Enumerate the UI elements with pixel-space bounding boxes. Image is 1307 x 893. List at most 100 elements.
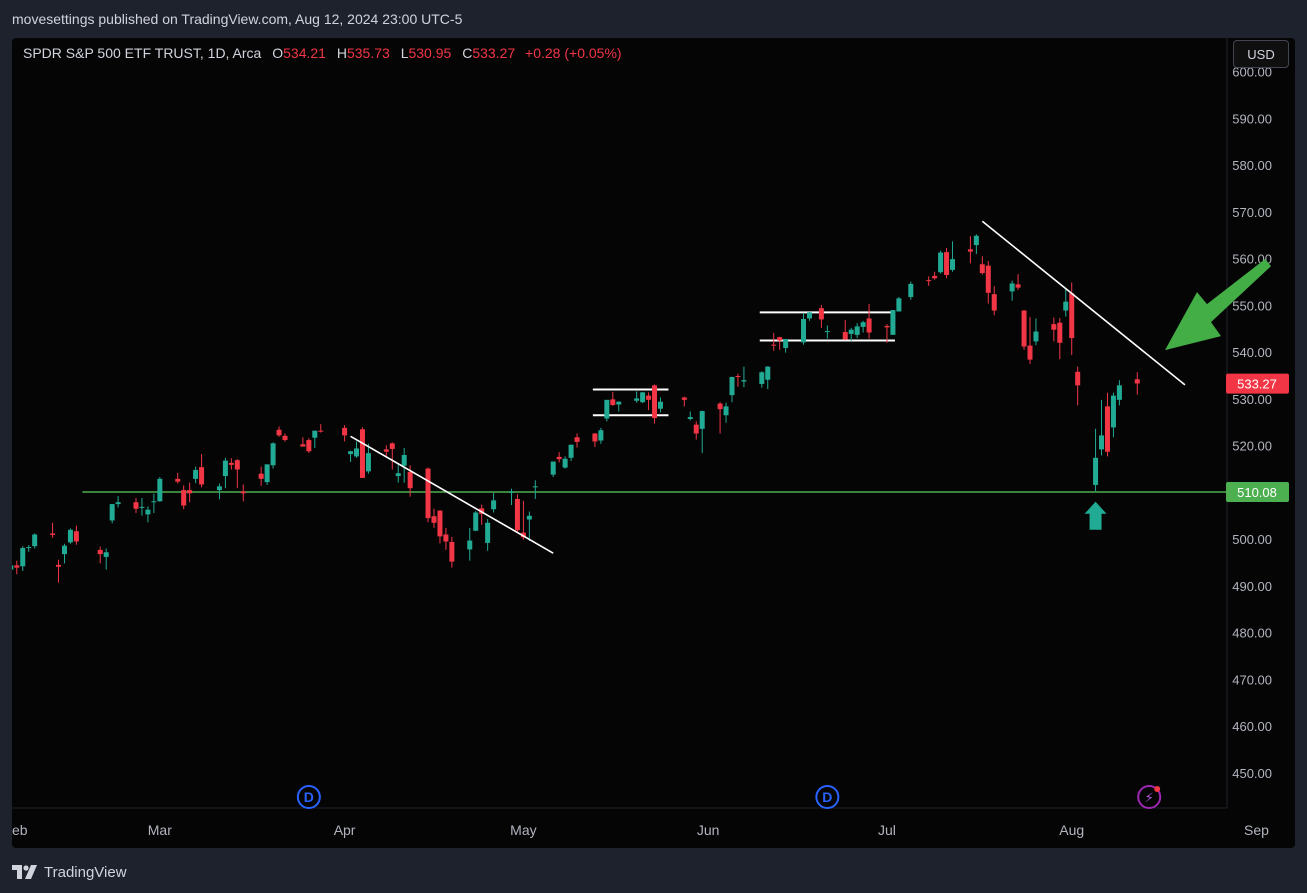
candle-body bbox=[401, 455, 407, 466]
candle-body bbox=[193, 469, 199, 479]
candle-body bbox=[842, 332, 848, 340]
candle-body bbox=[258, 473, 264, 479]
candle-body bbox=[1063, 301, 1069, 311]
time-tick-label: Apr bbox=[334, 822, 356, 838]
candle-body bbox=[491, 500, 497, 510]
candle-body bbox=[985, 265, 991, 293]
currency-button[interactable]: USD bbox=[1233, 40, 1289, 68]
candle-body bbox=[443, 534, 449, 542]
close-value: 533.27 bbox=[472, 45, 516, 61]
tradingview-logo-icon[interactable] bbox=[12, 865, 38, 879]
candle-body bbox=[1057, 322, 1063, 343]
candle-body bbox=[407, 471, 413, 489]
candle-body bbox=[854, 326, 860, 335]
candle-body bbox=[103, 552, 109, 557]
candle-body bbox=[467, 540, 473, 550]
candle-body bbox=[1015, 284, 1021, 288]
candle-body bbox=[32, 534, 38, 547]
time-tick-label: Jun bbox=[697, 822, 720, 838]
price-tick-label: 470.00 bbox=[1232, 672, 1272, 687]
candle-body bbox=[1075, 371, 1081, 386]
chart-panel[interactable]: 600.00 590.00 580.00 570.00 560.00 550.00 540.… bbox=[12, 38, 1295, 848]
candlestick-chart[interactable]: 600.00590.00580.00570.00560.00550.00540.… bbox=[12, 38, 1295, 848]
time-tick-label: May bbox=[510, 822, 536, 838]
candle-body bbox=[318, 430, 324, 432]
candle-body bbox=[389, 443, 395, 449]
candle-body bbox=[574, 437, 580, 442]
candle-body bbox=[556, 456, 562, 460]
tradingview-brand[interactable]: TradingView bbox=[44, 863, 127, 881]
price-tick-label: 500.00 bbox=[1232, 532, 1272, 547]
candle-body bbox=[616, 401, 622, 405]
open-key: O bbox=[272, 45, 284, 61]
candle-body bbox=[979, 264, 985, 274]
candle-body bbox=[598, 430, 604, 441]
candle-body bbox=[1104, 406, 1110, 452]
candle-body bbox=[383, 449, 389, 452]
time-tick-label: Sep bbox=[1244, 822, 1269, 838]
trendline bbox=[350, 435, 554, 554]
candle-body bbox=[145, 509, 151, 515]
price-tick-label: 550.00 bbox=[1232, 298, 1272, 313]
candle-body bbox=[151, 501, 157, 503]
candle-body bbox=[592, 433, 598, 442]
candle-body bbox=[938, 252, 944, 273]
candle-body bbox=[973, 235, 979, 246]
price-label-text: 510.08 bbox=[1237, 485, 1277, 500]
candle-body bbox=[348, 451, 354, 455]
trendline bbox=[981, 220, 1186, 386]
candle-body bbox=[926, 280, 932, 282]
candle-body bbox=[26, 547, 32, 549]
candle-body bbox=[300, 444, 306, 447]
candle-body bbox=[652, 385, 658, 419]
candle-body bbox=[109, 504, 115, 521]
candle-body bbox=[1033, 331, 1039, 342]
candle-body bbox=[175, 478, 181, 482]
candle-body bbox=[157, 478, 163, 502]
candle-body bbox=[56, 564, 62, 567]
candle-body bbox=[431, 516, 437, 523]
candle-body bbox=[1116, 385, 1122, 400]
candle-body bbox=[354, 448, 360, 457]
candle-body bbox=[991, 294, 997, 311]
candle-body bbox=[610, 399, 616, 405]
candle-body bbox=[473, 512, 479, 531]
candle-body bbox=[848, 329, 854, 334]
candle-body bbox=[932, 275, 938, 279]
candle-body bbox=[73, 531, 79, 542]
candle-body bbox=[437, 510, 443, 537]
dividend-marker bbox=[815, 785, 840, 809]
candle-body bbox=[550, 461, 556, 475]
candle-body bbox=[115, 502, 121, 505]
candle-body bbox=[270, 443, 276, 466]
candle-body bbox=[765, 366, 771, 380]
ohlc-legend: SPDR S&P 500 ETF TRUST, 1D, Arca O534.21… bbox=[23, 45, 622, 61]
candle-body bbox=[12, 565, 14, 570]
candle-body bbox=[1021, 310, 1027, 347]
candle-body bbox=[729, 376, 735, 396]
symbol-title: SPDR S&P 500 ETF TRUST, 1D, Arca bbox=[23, 45, 262, 61]
time-tick-label: Aug bbox=[1059, 822, 1084, 838]
candle-body bbox=[282, 435, 288, 441]
price-tick-label: 570.00 bbox=[1232, 205, 1272, 220]
candle-body bbox=[276, 429, 282, 436]
pointer-arrow bbox=[1165, 259, 1271, 351]
candle-body bbox=[806, 312, 812, 319]
price-tick-label: 580.00 bbox=[1232, 158, 1272, 173]
candle-body bbox=[520, 532, 526, 538]
publisher-text: movesettings published on TradingView.co… bbox=[12, 11, 463, 27]
candle-body bbox=[693, 424, 699, 434]
price-label-text: 533.27 bbox=[1237, 377, 1277, 392]
candle-body bbox=[771, 344, 777, 346]
price-label-box bbox=[1226, 373, 1289, 394]
candle-body bbox=[228, 462, 234, 465]
candle-body bbox=[133, 502, 139, 509]
candle-body bbox=[908, 283, 914, 297]
candle-body bbox=[1051, 324, 1057, 330]
candle-body bbox=[860, 322, 866, 327]
dividend-marker bbox=[296, 785, 321, 809]
candle-body bbox=[395, 473, 401, 477]
candle-body bbox=[1093, 457, 1099, 485]
candle-body bbox=[306, 440, 312, 452]
candle-body bbox=[449, 541, 455, 562]
